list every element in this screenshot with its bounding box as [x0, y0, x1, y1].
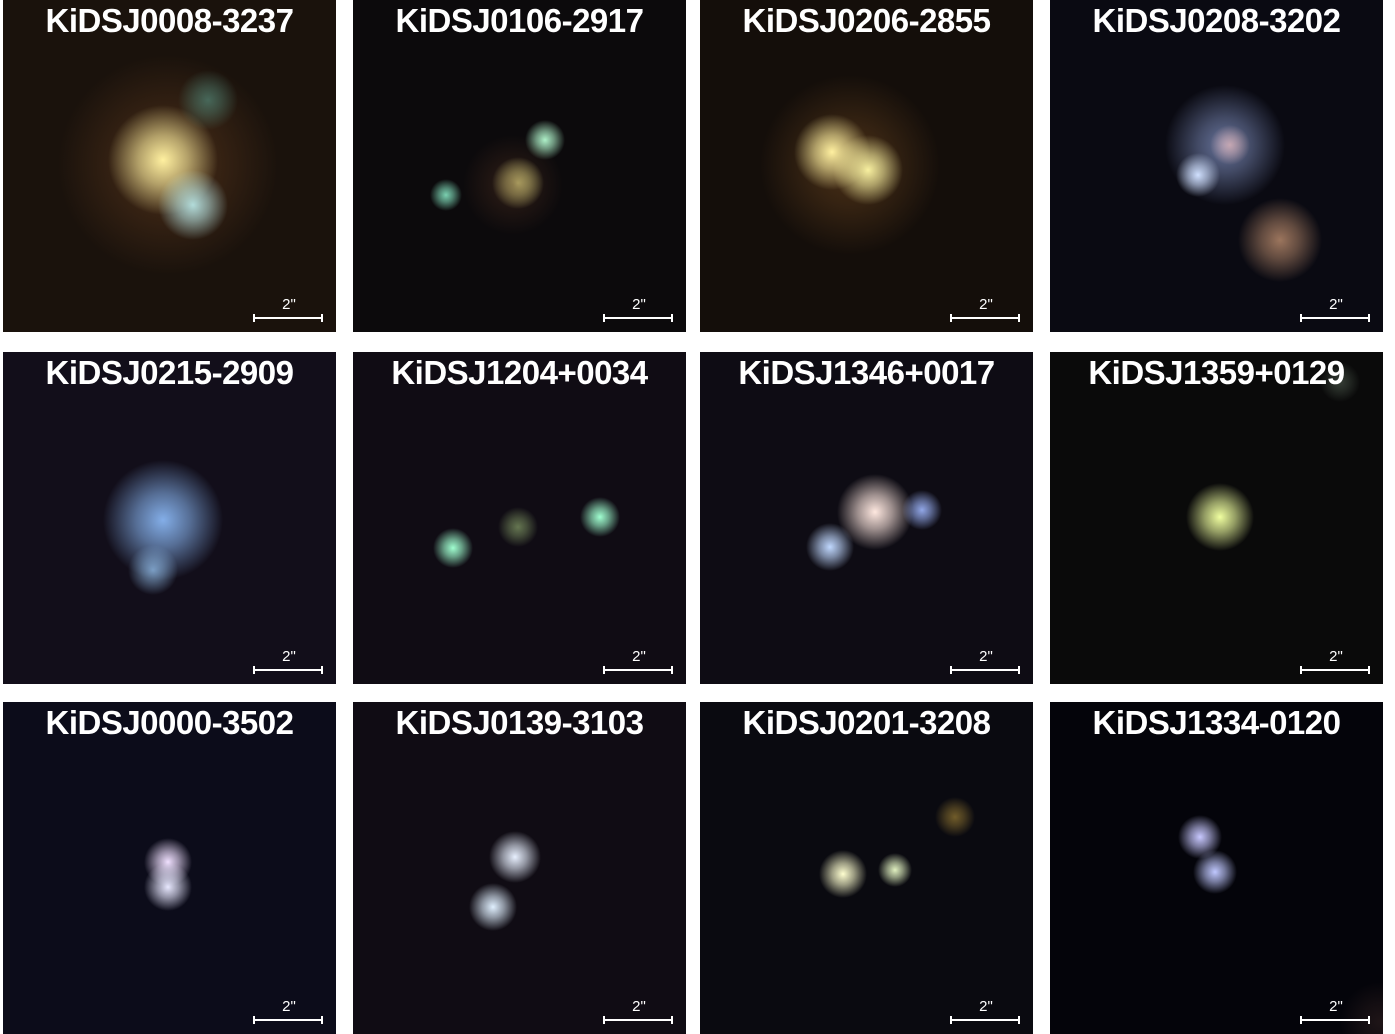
source [902, 490, 942, 530]
source [935, 797, 975, 837]
panel: KiDSJ0215-2909 2" [3, 352, 336, 684]
panel: KiDSJ1204+0034 2" [353, 352, 686, 684]
sky-image [1165, 85, 1322, 282]
panel: KiDSJ1359+0129 2" [1050, 352, 1383, 684]
scale-label: 2" [282, 998, 296, 1015]
source [178, 70, 238, 130]
source [469, 883, 517, 931]
scale-label: 2" [282, 296, 296, 313]
sky-image [103, 460, 223, 595]
panel-label: KiDSJ0000-3502 [45, 704, 294, 741]
scale-bar [253, 314, 323, 322]
panel-label: KiDSJ0139-3103 [395, 704, 644, 741]
scale-label: 2" [979, 648, 993, 665]
scale-bar [603, 314, 673, 322]
source [806, 523, 854, 571]
source [1178, 815, 1222, 859]
scale-bar [253, 666, 323, 674]
panel-label: KiDSJ0215-2909 [45, 354, 294, 391]
source [1176, 153, 1220, 197]
panel: KiDSJ0206-2855 2" [700, 0, 1033, 332]
source [103, 460, 223, 580]
scale-label: 2" [1329, 296, 1343, 313]
source [837, 474, 913, 550]
sky-image [1186, 362, 1360, 551]
source [1340, 982, 1383, 1034]
panel-label: KiDSJ0206-2855 [742, 2, 991, 39]
scale-bar [603, 1016, 673, 1024]
scale-bar [1300, 1016, 1370, 1024]
scale-bar [603, 666, 673, 674]
scale-bar [253, 1016, 323, 1024]
sky-image [144, 838, 192, 911]
sky-image [58, 55, 278, 275]
panel-label: KiDSJ0208-3202 [1092, 2, 1341, 39]
panel-label: KiDSJ0008-3237 [45, 2, 294, 39]
panel: KiDSJ0000-3502 2" [3, 702, 336, 1034]
panel: KiDSJ0208-3202 2" [1050, 0, 1383, 332]
sky-image [1178, 815, 1383, 1034]
source [1193, 850, 1237, 894]
panel-label: KiDSJ0201-3208 [742, 704, 991, 741]
scale-bar [1300, 314, 1370, 322]
source [128, 545, 178, 595]
panel: KiDSJ0201-3208 2" [700, 702, 1033, 1034]
panel: KiDSJ1334-0120 2" [1050, 702, 1383, 1034]
sky-image [433, 497, 620, 568]
scale-label: 2" [282, 648, 296, 665]
source [819, 850, 867, 898]
source [1238, 198, 1322, 282]
scale-label: 2" [632, 296, 646, 313]
source [433, 528, 473, 568]
panel-label: KiDSJ0106-2917 [395, 2, 644, 39]
source [158, 170, 228, 240]
panel: KiDSJ0008-3237 2" [3, 0, 336, 332]
scale-bar [1300, 666, 1370, 674]
sky-image [819, 797, 975, 898]
source [144, 863, 192, 911]
panel-label: KiDSJ1204+0034 [391, 354, 648, 391]
source [463, 135, 563, 235]
scale-label: 2" [1329, 648, 1343, 665]
scale-bar [950, 314, 1020, 322]
panel: KiDSJ1346+0017 2" [700, 352, 1033, 684]
source [430, 179, 462, 211]
sky-image [806, 474, 942, 571]
source [580, 497, 620, 537]
panel-label: KiDSJ1359+0129 [1088, 354, 1345, 391]
source [878, 853, 912, 887]
source [498, 507, 538, 547]
scale-bar [950, 666, 1020, 674]
scale-label: 2" [1329, 998, 1343, 1015]
source [1210, 125, 1250, 165]
scale-bar [950, 1016, 1020, 1024]
panel-label: KiDSJ1346+0017 [738, 354, 995, 391]
source [1320, 362, 1360, 402]
sky-image [760, 75, 940, 255]
scale-label: 2" [632, 998, 646, 1015]
scale-label: 2" [632, 648, 646, 665]
scale-label: 2" [979, 296, 993, 313]
scale-label: 2" [979, 998, 993, 1015]
panel: KiDSJ0106-2917 2" [353, 0, 686, 332]
source [833, 135, 903, 205]
sky-image [430, 120, 565, 235]
source [1186, 483, 1254, 551]
sky-image [469, 831, 541, 931]
panel: KiDSJ0139-3103 2" [353, 702, 686, 1034]
panel-label: KiDSJ1334-0120 [1092, 704, 1341, 741]
source [489, 831, 541, 883]
